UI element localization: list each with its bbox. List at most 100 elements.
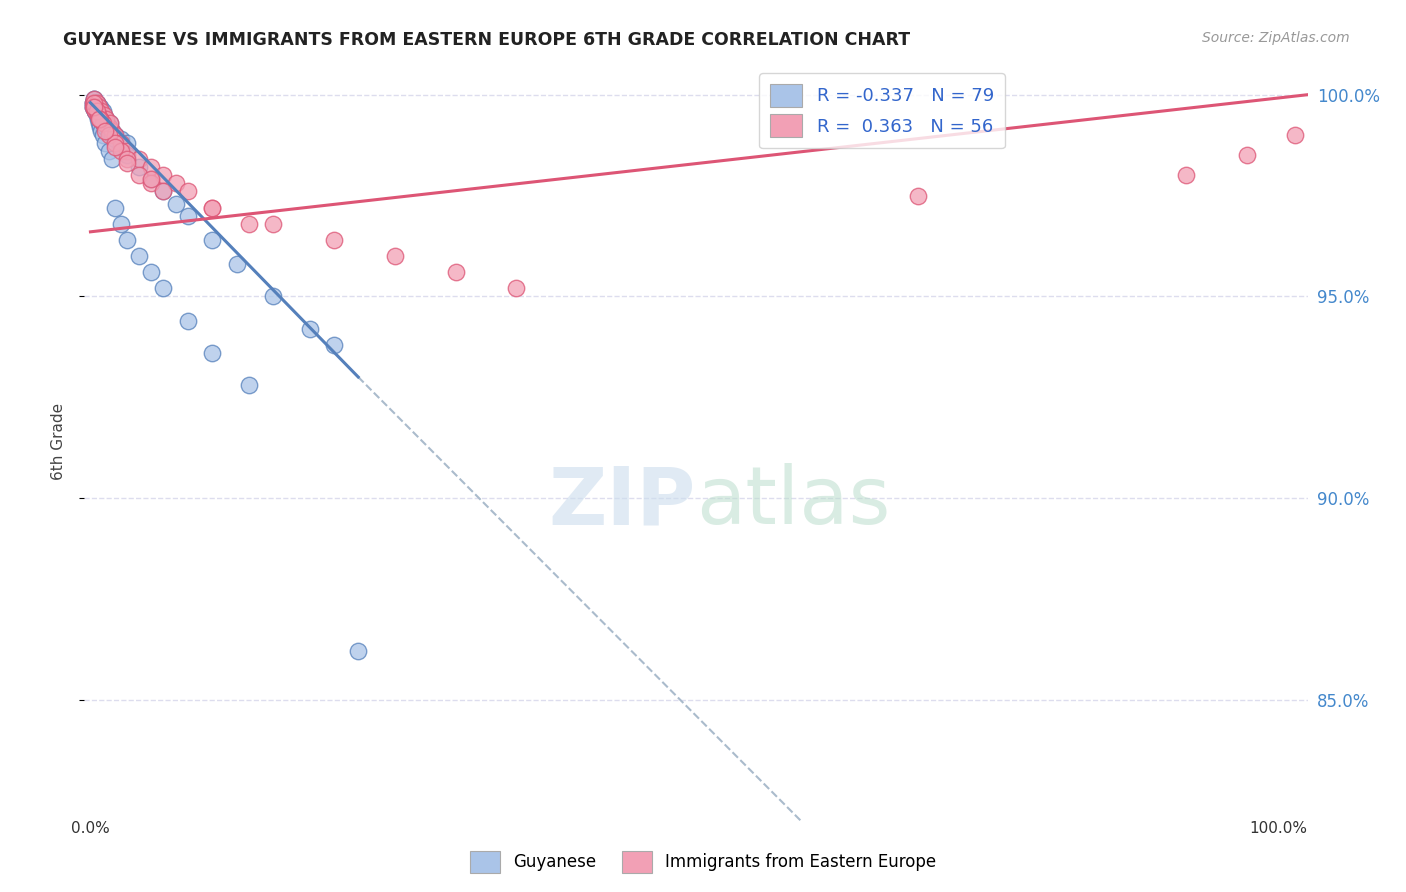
Point — [89, 108, 111, 122]
Point — [90, 108, 112, 122]
Point — [104, 132, 127, 146]
Point — [87, 103, 110, 118]
Point — [384, 249, 406, 263]
Point — [238, 217, 260, 231]
Point — [505, 281, 527, 295]
Point — [89, 112, 111, 126]
Point — [1236, 148, 1258, 162]
Point — [177, 209, 200, 223]
Point — [93, 108, 115, 122]
Point — [82, 100, 104, 114]
Point — [94, 116, 117, 130]
Point — [89, 100, 111, 114]
Point — [83, 100, 105, 114]
Point — [101, 124, 124, 138]
Point — [201, 346, 224, 360]
Point — [91, 112, 114, 126]
Point — [86, 108, 108, 122]
Point — [94, 120, 117, 134]
Point — [128, 249, 150, 263]
Point — [97, 144, 120, 158]
Point — [128, 153, 150, 167]
Point — [115, 144, 138, 158]
Point — [82, 95, 104, 110]
Point — [238, 378, 260, 392]
Point — [87, 108, 110, 122]
Point — [87, 103, 110, 118]
Point — [83, 92, 105, 106]
Point — [91, 112, 114, 126]
Point — [84, 103, 107, 118]
Point — [141, 161, 163, 175]
Point — [83, 92, 105, 106]
Point — [87, 112, 110, 126]
Point — [141, 172, 163, 186]
Point — [91, 103, 114, 118]
Point — [907, 188, 929, 202]
Point — [94, 136, 117, 150]
Point — [100, 124, 122, 138]
Point — [83, 95, 105, 110]
Point — [91, 116, 114, 130]
Point — [89, 108, 111, 122]
Point — [86, 95, 108, 110]
Text: 0.0%: 0.0% — [72, 821, 110, 836]
Point — [110, 140, 132, 154]
Point — [87, 108, 110, 122]
Point — [82, 95, 104, 110]
Point — [347, 644, 370, 658]
Point — [86, 95, 108, 110]
Point — [89, 112, 111, 126]
Text: ZIP: ZIP — [548, 463, 696, 541]
Point — [83, 95, 105, 110]
Point — [152, 185, 174, 199]
Point — [101, 124, 124, 138]
Point — [110, 144, 132, 158]
Point — [83, 100, 105, 114]
Point — [104, 136, 127, 150]
Point — [322, 337, 344, 351]
Point — [115, 233, 138, 247]
Point — [86, 95, 108, 110]
Point — [86, 103, 108, 118]
Point — [96, 112, 118, 126]
Point — [83, 92, 105, 106]
Point — [101, 153, 124, 167]
Point — [89, 112, 111, 126]
Point — [97, 120, 120, 134]
Point — [86, 100, 108, 114]
Point — [104, 201, 127, 215]
Point — [444, 265, 467, 279]
Point — [128, 169, 150, 183]
Point — [84, 100, 107, 114]
Point — [87, 100, 110, 114]
Point — [115, 136, 138, 150]
Point — [152, 281, 174, 295]
Point — [93, 108, 115, 122]
Point — [97, 128, 120, 142]
Legend: R = -0.337   N = 79, R =  0.363   N = 56: R = -0.337 N = 79, R = 0.363 N = 56 — [759, 73, 1005, 148]
Point — [98, 116, 121, 130]
Point — [141, 172, 163, 186]
Point — [201, 201, 224, 215]
Point — [87, 112, 110, 126]
Point — [90, 103, 112, 118]
Point — [110, 217, 132, 231]
Point — [94, 116, 117, 130]
Point — [96, 116, 118, 130]
Text: Source: ZipAtlas.com: Source: ZipAtlas.com — [1202, 31, 1350, 45]
Point — [93, 112, 115, 126]
Point — [97, 120, 120, 134]
Point — [322, 233, 344, 247]
Point — [152, 185, 174, 199]
Point — [262, 217, 284, 231]
Point — [82, 100, 104, 114]
Point — [115, 148, 138, 162]
Point — [201, 233, 224, 247]
Point — [128, 161, 150, 175]
Point — [91, 116, 114, 130]
Point — [152, 169, 174, 183]
Point — [82, 100, 104, 114]
Point — [110, 136, 132, 150]
Point — [177, 185, 200, 199]
